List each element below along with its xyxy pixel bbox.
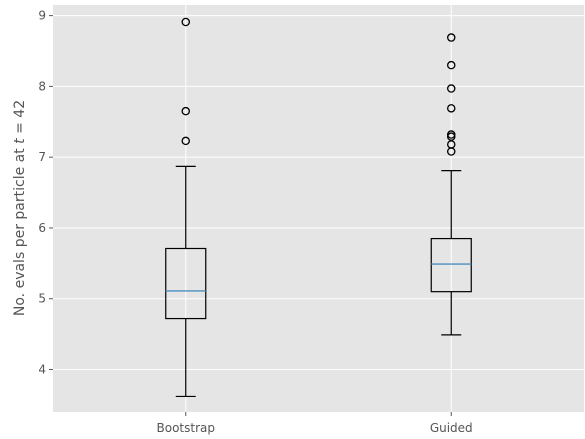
x-axis-ticks: Bootstrap Guided — [157, 412, 473, 435]
box-group — [165, 17, 207, 398]
y-tick-label: 7 — [38, 150, 46, 164]
y-tick-label: 9 — [38, 9, 46, 23]
y-tick-label: 8 — [38, 79, 46, 93]
outlier-point — [181, 136, 190, 146]
box-series — [165, 17, 472, 398]
x-tick-label: Bootstrap — [157, 421, 215, 435]
outlier-point — [446, 33, 456, 42]
outlier-point — [181, 17, 190, 27]
box-group — [430, 33, 472, 336]
outlier-point — [446, 84, 456, 93]
outlier-point — [181, 106, 190, 116]
outlier-point — [446, 104, 456, 113]
y-tick-label: 6 — [38, 221, 46, 235]
y-tick-label: 4 — [38, 363, 46, 377]
x-tick-label: Guided — [430, 421, 473, 435]
grid-lines — [53, 5, 584, 412]
iqr-box — [430, 237, 472, 293]
outlier-point — [446, 60, 456, 70]
y-axis-ticks: 4 5 6 7 8 9 — [38, 9, 53, 377]
iqr-box — [165, 247, 207, 320]
plot-background — [53, 5, 584, 412]
y-tick-label: 5 — [38, 292, 46, 306]
y-axis-label: No. evals per particle at t = 42 — [12, 100, 28, 316]
outlier-point — [446, 130, 456, 139]
